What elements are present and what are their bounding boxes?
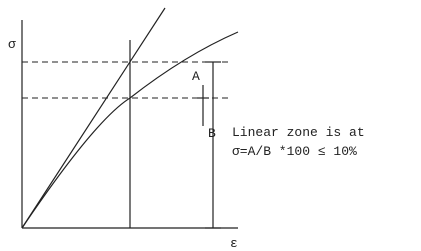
linear-line (21, 7, 166, 229)
note-line: Linear zone is at (232, 125, 365, 140)
b-label: B (208, 126, 216, 141)
a-label: A (192, 69, 200, 84)
x-axis-label: ε (230, 236, 238, 251)
note-line: σ=A/B *100 ≤ 10% (232, 144, 357, 159)
y-axis-label: σ (8, 37, 16, 52)
